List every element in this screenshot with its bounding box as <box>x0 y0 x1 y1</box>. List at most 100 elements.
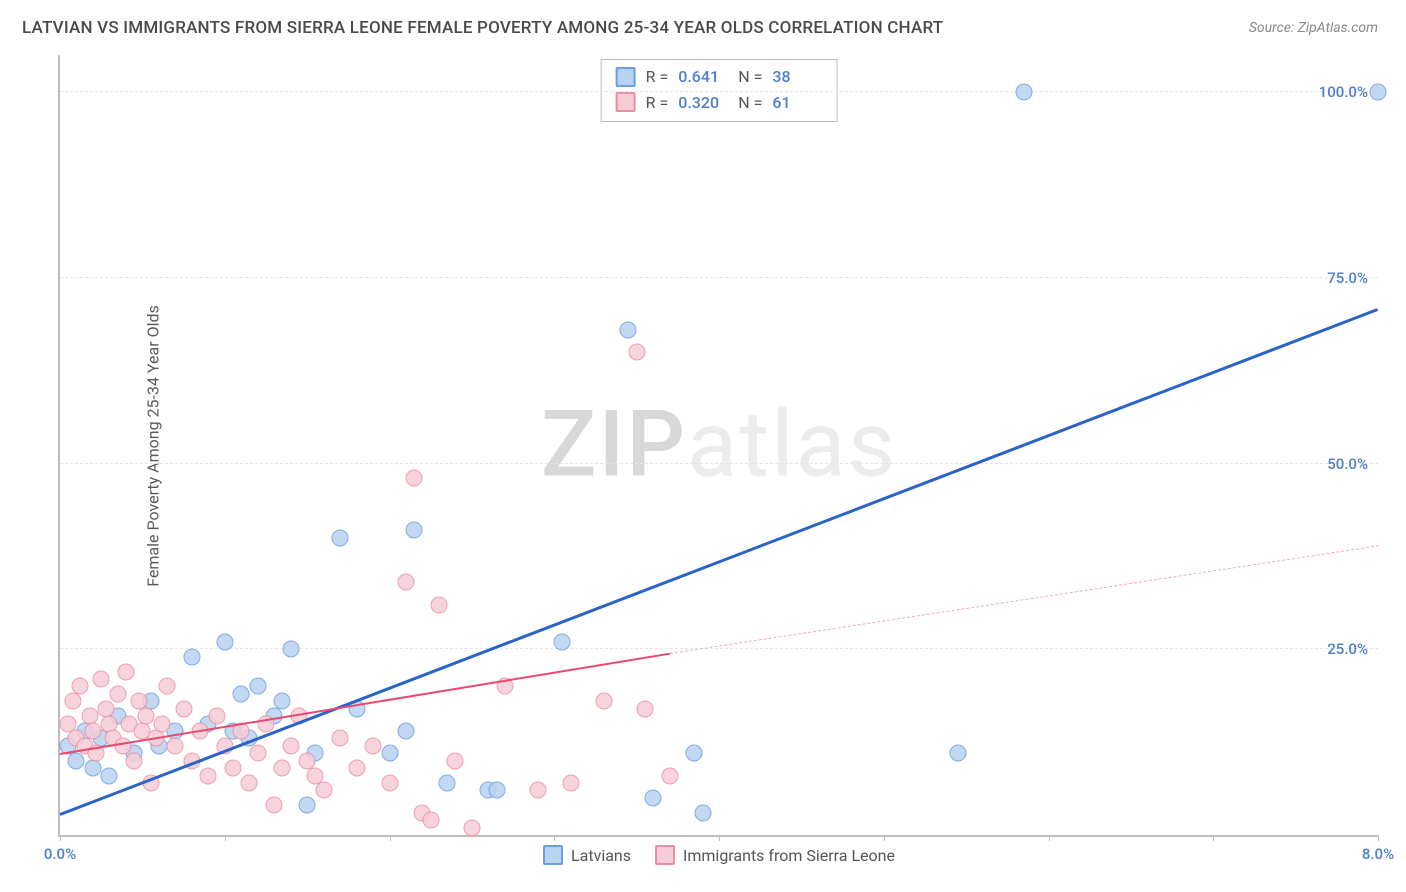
chart-container: LATVIAN VS IMMIGRANTS FROM SIERRA LEONE … <box>0 0 1406 892</box>
data-point <box>315 782 332 799</box>
r-label: R = <box>646 90 669 116</box>
data-point <box>636 700 653 717</box>
y-tick-label: 100.0% <box>1319 83 1368 101</box>
data-point <box>332 730 349 747</box>
data-point <box>126 752 143 769</box>
data-point <box>694 804 711 821</box>
data-point <box>114 737 131 754</box>
swatch-series1 <box>616 67 636 87</box>
data-point <box>117 663 134 680</box>
swatch-series2 <box>655 845 675 865</box>
data-point <box>84 760 101 777</box>
watermark: ZIPatlas <box>541 392 897 499</box>
legend-label-series2: Immigrants from Sierra Leone <box>683 846 895 865</box>
x-tick <box>225 835 226 841</box>
data-point <box>1015 84 1032 101</box>
data-point <box>397 574 414 591</box>
data-point <box>224 760 241 777</box>
data-point <box>84 723 101 740</box>
r-label: R = <box>646 64 669 90</box>
data-point <box>488 782 505 799</box>
data-point <box>282 737 299 754</box>
stats-row-series1: R = 0.641 N = 38 <box>616 64 823 90</box>
y-tick-label: 75.0% <box>1327 269 1368 287</box>
data-point <box>274 693 291 710</box>
grid-line <box>60 277 1378 278</box>
data-point <box>406 522 423 539</box>
n-value-series1: 38 <box>772 64 822 90</box>
data-point <box>332 529 349 546</box>
data-point <box>949 745 966 762</box>
bottom-legend: Latvians Immigrants from Sierra Leone <box>543 845 895 865</box>
data-point <box>65 693 82 710</box>
data-point <box>397 723 414 740</box>
data-point <box>167 737 184 754</box>
n-label: N = <box>738 64 762 90</box>
y-tick-label: 25.0% <box>1327 640 1368 658</box>
watermark-zip: ZIP <box>541 392 687 499</box>
n-label: N = <box>738 90 762 116</box>
grid-line <box>60 648 1378 649</box>
x-tick-label: 0.0% <box>44 845 76 863</box>
data-point <box>216 633 233 650</box>
data-point <box>1370 84 1387 101</box>
data-point <box>101 767 118 784</box>
data-point <box>554 633 571 650</box>
data-point <box>463 819 480 836</box>
regression-line <box>669 545 1378 654</box>
x-tick-label: 8.0% <box>1362 845 1394 863</box>
data-point <box>109 685 126 702</box>
x-tick <box>719 835 720 841</box>
data-point <box>241 775 258 792</box>
data-point <box>93 671 110 688</box>
data-point <box>529 782 546 799</box>
data-point <box>68 752 85 769</box>
data-point <box>406 470 423 487</box>
data-point <box>661 767 678 784</box>
data-point <box>274 760 291 777</box>
r-value-series1: 0.641 <box>678 64 728 90</box>
legend-label-series1: Latvians <box>571 846 631 865</box>
data-point <box>365 737 382 754</box>
data-point <box>282 641 299 658</box>
data-point <box>430 596 447 613</box>
data-point <box>381 745 398 762</box>
data-point <box>200 767 217 784</box>
r-value-series2: 0.320 <box>678 90 728 116</box>
data-point <box>348 760 365 777</box>
data-point <box>645 789 662 806</box>
x-tick <box>390 835 391 841</box>
data-point <box>381 775 398 792</box>
data-point <box>266 797 283 814</box>
stats-row-series2: R = 0.320 N = 61 <box>616 90 823 116</box>
data-point <box>159 678 176 695</box>
data-point <box>208 708 225 725</box>
data-point <box>183 648 200 665</box>
data-point <box>249 678 266 695</box>
x-tick <box>60 835 61 841</box>
data-point <box>620 321 637 338</box>
x-tick <box>884 835 885 841</box>
n-value-series2: 61 <box>772 90 822 116</box>
x-tick <box>1378 835 1379 841</box>
data-point <box>628 344 645 361</box>
legend-item-series2: Immigrants from Sierra Leone <box>655 845 895 865</box>
x-tick <box>554 835 555 841</box>
watermark-atlas: atlas <box>687 392 897 499</box>
source-attribution: Source: ZipAtlas.com <box>1249 20 1378 36</box>
grid-line <box>60 463 1378 464</box>
y-tick-label: 50.0% <box>1327 455 1368 473</box>
swatch-series1 <box>543 845 563 865</box>
data-point <box>447 752 464 769</box>
data-point <box>299 797 316 814</box>
data-point <box>137 708 154 725</box>
data-point <box>249 745 266 762</box>
data-point <box>562 775 579 792</box>
data-point <box>595 693 612 710</box>
data-point <box>154 715 171 732</box>
data-point <box>71 678 88 695</box>
chart-title: LATVIAN VS IMMIGRANTS FROM SIERRA LEONE … <box>22 18 943 38</box>
x-tick <box>1049 835 1050 841</box>
x-tick <box>1213 835 1214 841</box>
swatch-series2 <box>616 92 636 112</box>
